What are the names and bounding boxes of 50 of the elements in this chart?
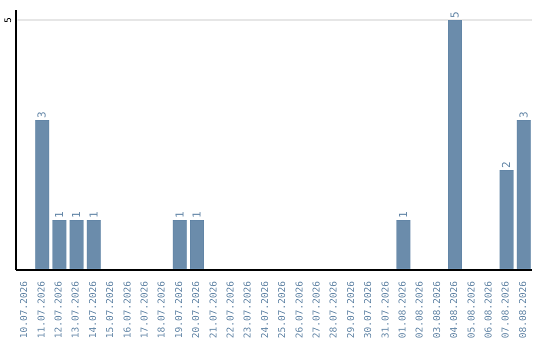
x-tick-label: 16.07.2026 (122, 280, 134, 338)
x-tick-label: 12.07.2026 (54, 280, 64, 338)
data-label: 5 (448, 11, 462, 18)
x-tick-label: 22.07.2026 (226, 280, 236, 338)
x-tick-label: 15.07.2026 (105, 280, 116, 338)
x-tick-label: 21.07.2026 (208, 280, 220, 338)
x-tick-label: 14.07.2026 (88, 280, 99, 338)
x-tick-label: 31.07.2026 (380, 280, 392, 338)
x-tick-label: 08.08.2026 (518, 280, 529, 338)
data-label: 3 (36, 111, 49, 118)
x-tick-label: 30.07.2026 (363, 280, 374, 338)
x-tick-label: 10.07.2026 (19, 280, 30, 338)
data-label: 1 (396, 211, 410, 218)
bar (396, 220, 410, 270)
x-tick-label: 05.08.2026 (466, 280, 478, 338)
x-tick-label: 27.07.2026 (312, 280, 322, 338)
bar (52, 220, 66, 270)
x-tick-label: 13.07.2026 (70, 280, 82, 338)
bar (448, 20, 462, 270)
x-tick-label: 20.07.2026 (191, 280, 202, 338)
x-tick-label: 06.08.2026 (484, 280, 494, 338)
bar (35, 120, 50, 270)
x-tick-label: 04.08.2026 (449, 280, 460, 338)
x-tick-label: 19.07.2026 (174, 280, 185, 338)
x-tick-label: 29.07.2026 (346, 280, 357, 338)
x-tick-label: 02.08.2026 (414, 280, 426, 338)
x-tick-label: 17.07.2026 (140, 280, 150, 338)
x-tick-label: 28.07.2026 (328, 280, 340, 338)
data-label: 2 (500, 161, 514, 168)
x-tick-label: 26.07.2026 (294, 280, 306, 338)
data-label: 1 (52, 211, 66, 218)
data-label: 1 (87, 211, 100, 218)
data-label: 1 (70, 211, 84, 218)
bar (500, 170, 514, 270)
x-tick-label: 18.07.2026 (156, 280, 168, 338)
x-tick-label: 11.07.2026 (36, 280, 48, 338)
x-tick-label: 24.07.2026 (260, 280, 271, 338)
bar (86, 220, 101, 270)
bar (172, 220, 187, 270)
data-label: 1 (173, 211, 186, 218)
x-tick-label: 23.07.2026 (242, 280, 254, 338)
data-label: 3 (517, 111, 530, 118)
x-tick-label: 01.08.2026 (398, 280, 408, 338)
bar (190, 220, 204, 270)
x-tick-label: 07.08.2026 (500, 280, 512, 338)
data-label: 1 (190, 211, 204, 218)
bar (516, 120, 531, 270)
x-tick-label: 25.07.2026 (277, 280, 288, 338)
bar (70, 220, 84, 270)
x-tick-label: 03.08.2026 (432, 280, 443, 338)
